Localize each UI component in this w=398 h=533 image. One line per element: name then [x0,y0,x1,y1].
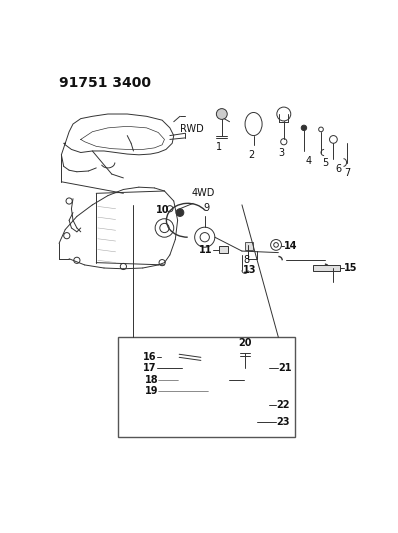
Circle shape [301,125,307,131]
Text: 1: 1 [217,142,222,152]
Text: 13: 13 [243,265,256,275]
Bar [245,242,253,249]
Text: 21: 21 [278,363,292,373]
Text: 19: 19 [145,386,158,396]
Text: 9: 9 [203,203,209,213]
Text: 20: 20 [238,338,252,348]
Text: 15: 15 [344,263,358,273]
Text: 18: 18 [144,375,158,385]
Text: 16: 16 [143,352,157,362]
FancyArrow shape [313,265,340,271]
Bar [219,246,228,253]
Text: 22: 22 [276,400,290,410]
Text: 3: 3 [279,148,285,158]
Text: 6: 6 [335,164,341,174]
Text: 7: 7 [344,168,351,178]
Polygon shape [242,416,258,426]
Text: 4WD: 4WD [191,188,215,198]
Circle shape [242,367,248,374]
Text: 10: 10 [156,205,170,215]
Text: 2: 2 [248,150,254,160]
Polygon shape [253,400,268,410]
Text: 17: 17 [143,363,157,373]
Circle shape [176,209,184,216]
Text: 11: 11 [199,245,213,255]
Polygon shape [206,372,227,389]
Circle shape [217,109,227,119]
Text: 91751 3400: 91751 3400 [59,76,151,90]
Bar [118,337,295,438]
Text: 14: 14 [284,241,297,251]
Text: 8: 8 [244,255,250,265]
Text: 5: 5 [322,158,329,168]
Text: RWD: RWD [180,124,204,134]
Text: 4: 4 [306,156,312,166]
Text: 23: 23 [276,417,290,427]
